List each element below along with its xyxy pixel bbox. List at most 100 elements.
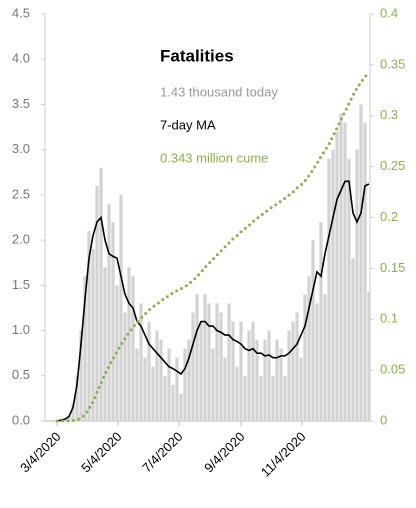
bar: [127, 267, 131, 421]
bar: [123, 312, 127, 421]
bar: [143, 357, 147, 421]
bar: [131, 276, 135, 421]
bar: [103, 267, 107, 421]
bar: [279, 348, 283, 421]
bar: [75, 375, 79, 421]
bar: [175, 357, 179, 421]
bar: [79, 330, 83, 421]
legend-text: 0.343 million cume: [160, 150, 268, 165]
bar: [283, 375, 287, 421]
chart-title: Fatalities: [160, 46, 234, 65]
bar: [203, 294, 207, 421]
bar: [231, 321, 235, 421]
bar: [311, 240, 315, 421]
bar: [343, 122, 347, 422]
bar: [163, 375, 167, 421]
bar: [155, 330, 159, 421]
bar: [363, 122, 367, 422]
bar: [215, 303, 219, 421]
bar: [87, 231, 91, 421]
y-tick-label: 3.0: [12, 141, 30, 156]
bar: [327, 158, 331, 421]
bar: [219, 312, 223, 421]
bar: [259, 375, 263, 421]
bar: [211, 348, 215, 421]
bar: [291, 321, 295, 421]
y-tick-label: 4.0: [12, 51, 30, 66]
bar: [303, 294, 307, 421]
y2-tick-label: 0.4: [380, 5, 398, 20]
bar: [227, 303, 231, 421]
bar: [263, 339, 267, 421]
bar: [271, 375, 275, 421]
bar: [199, 321, 203, 421]
bar: [159, 339, 163, 421]
bar: [195, 294, 199, 421]
y2-tick-label: 0: [380, 412, 387, 427]
bar: [83, 276, 87, 421]
bar: [71, 402, 75, 421]
ma-line: [56, 180, 370, 422]
bar: [287, 330, 291, 421]
y-tick-label: 0.5: [12, 367, 30, 382]
bar: [275, 339, 279, 421]
y2-tick-label: 0.1: [380, 311, 398, 326]
bar: [307, 276, 311, 421]
bar: [95, 185, 99, 421]
bar: [135, 348, 139, 421]
bar: [99, 167, 103, 421]
y-tick-label: 1.5: [12, 277, 30, 292]
x-tick-label: 3/4/2020: [17, 429, 63, 475]
y2-tick-label: 0.15: [380, 260, 405, 275]
bar: [67, 415, 71, 421]
y-tick-label: 2.0: [12, 232, 30, 247]
bar: [179, 393, 183, 421]
bar: [299, 357, 303, 421]
x-tick-label: 7/4/2020: [139, 429, 185, 475]
bar: [255, 339, 259, 421]
y-tick-label: 0.0: [12, 412, 30, 427]
bar: [107, 203, 111, 421]
bar: [355, 149, 359, 421]
bar: [247, 330, 251, 421]
bar: [223, 357, 227, 421]
bar: [295, 312, 299, 421]
x-tick-label: 9/4/2020: [201, 429, 247, 475]
bar: [351, 258, 355, 421]
y2-tick-label: 0.3: [380, 107, 398, 122]
y-tick-label: 3.5: [12, 96, 30, 111]
bar: [315, 303, 319, 421]
y-tick-label: 2.5: [12, 186, 30, 201]
bar: [347, 158, 351, 421]
bar: [139, 303, 143, 421]
y2-tick-label: 0.2: [380, 209, 398, 224]
legend-text: 1.43 thousand today: [160, 84, 278, 99]
bar: [111, 222, 115, 421]
bar: [187, 339, 191, 421]
bar: [171, 384, 175, 421]
bar: [331, 149, 335, 421]
bar: [339, 113, 343, 421]
bar: [367, 291, 371, 421]
bar: [191, 312, 195, 421]
y2-tick-label: 0.25: [380, 158, 405, 173]
bar: [167, 348, 171, 421]
y2-tick-label: 0.35: [380, 56, 405, 71]
bar: [147, 321, 151, 421]
x-tick-label: 5/4/2020: [78, 429, 124, 475]
y-tick-label: 1.0: [12, 322, 30, 337]
bar: [183, 348, 187, 421]
bar: [235, 366, 239, 421]
bar: [251, 321, 255, 421]
cume-line: [55, 70, 371, 423]
bar: [243, 375, 247, 421]
bar: [119, 194, 123, 421]
x-tick-label: 11/4/2020: [258, 429, 309, 480]
bar: [91, 249, 95, 421]
bar: [207, 303, 211, 421]
bar: [323, 294, 327, 421]
bar: [319, 222, 323, 421]
y2-tick-label: 0.05: [380, 362, 405, 377]
bar: [239, 321, 243, 421]
